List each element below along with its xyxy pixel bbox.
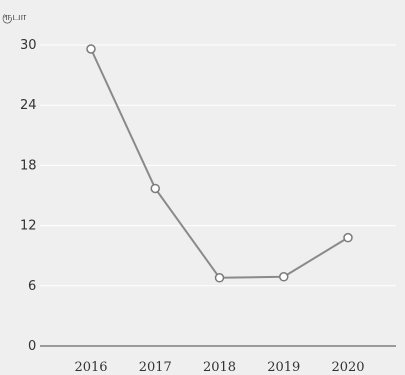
y-tick-label: 6 <box>28 279 36 294</box>
data-point-marker <box>279 272 289 282</box>
y-tick-label: 0 <box>28 339 36 354</box>
x-tick-label: 2019 <box>267 360 300 375</box>
data-markers <box>86 44 353 283</box>
x-tick-label: 2020 <box>331 360 364 375</box>
x-tick-label: 2016 <box>74 360 107 375</box>
y-unit-label: ரூபா <box>2 10 26 23</box>
data-point-marker <box>214 273 225 283</box>
y-tick-label: 12 <box>20 219 37 234</box>
y-tick-label: 24 <box>20 98 37 113</box>
gridlines <box>40 44 396 287</box>
x-tick-labels: 2016 2017 2018 2019 2020 <box>74 360 364 375</box>
data-point-marker <box>343 232 353 243</box>
y-tick-label: 18 <box>20 158 37 173</box>
data-point-marker <box>86 44 96 54</box>
y-tick-label: 30 <box>20 38 37 53</box>
x-tick-label: 2018 <box>203 360 236 375</box>
x-tick-label: 2017 <box>139 360 172 375</box>
y-tick-labels: 0 6 12 18 24 30 <box>20 38 37 354</box>
data-point-marker <box>150 183 160 194</box>
